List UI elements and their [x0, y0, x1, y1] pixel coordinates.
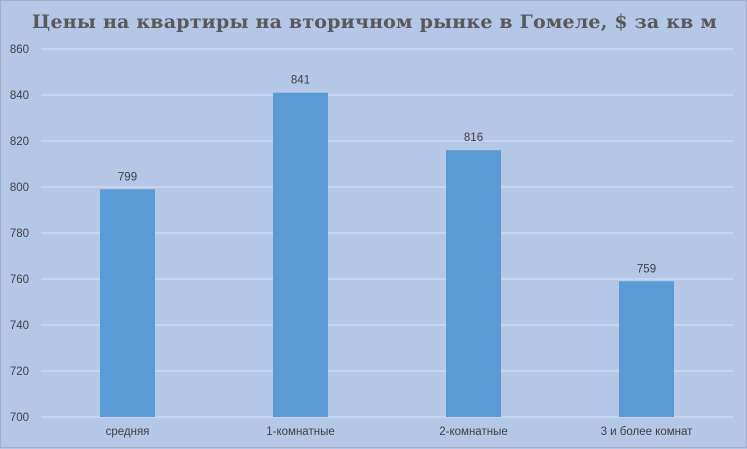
bar	[619, 281, 674, 417]
data-label: 816	[464, 132, 483, 144]
y-tick-label: 700	[10, 412, 29, 424]
x-category-label: 3 и более комнат	[601, 426, 694, 438]
y-tick-label: 840	[10, 90, 29, 102]
bar	[100, 189, 155, 417]
x-category-label: средняя	[106, 426, 150, 438]
y-tick-label: 740	[10, 320, 29, 332]
y-tick-label: 720	[10, 366, 29, 378]
x-category-label: 1-комнатные	[266, 426, 334, 438]
y-tick-label: 780	[10, 228, 29, 240]
data-label: 841	[291, 75, 310, 87]
x-category-label: 2-комнатные	[439, 426, 507, 438]
data-label: 759	[637, 263, 656, 275]
bar	[446, 150, 501, 417]
y-tick-label: 800	[10, 182, 29, 194]
data-label: 799	[118, 171, 137, 183]
y-tick-label: 820	[10, 136, 29, 148]
bar	[273, 92, 328, 417]
y-tick-label: 860	[10, 44, 29, 56]
chart-title: Цены на квартиры на вторичном рынке в Го…	[31, 11, 718, 33]
y-tick-label: 760	[10, 274, 29, 286]
